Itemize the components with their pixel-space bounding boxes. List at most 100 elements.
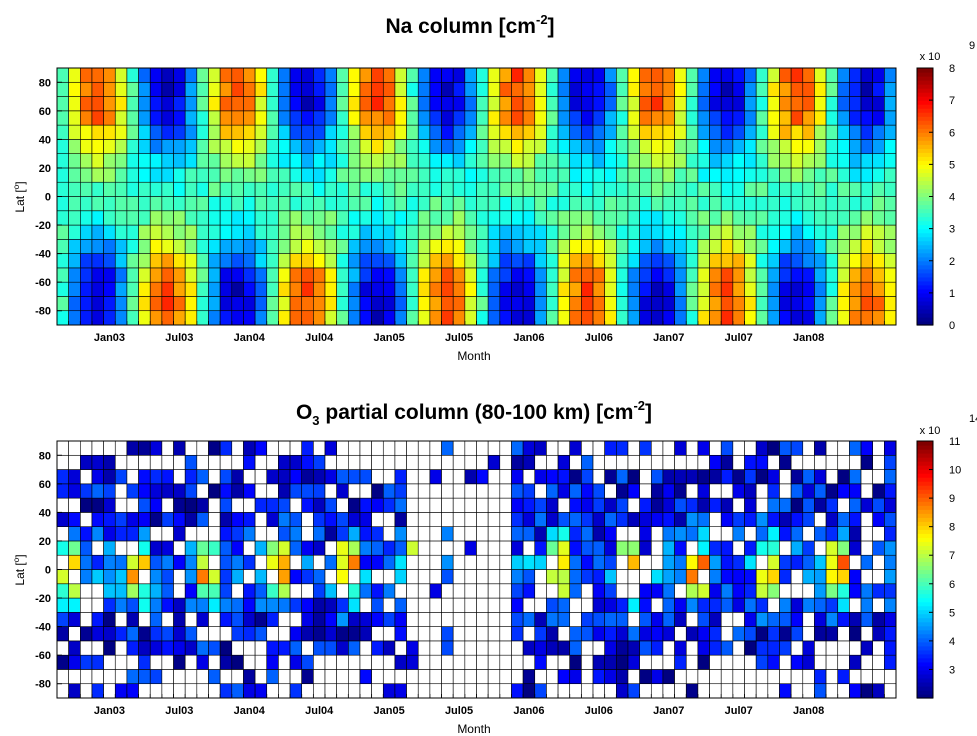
heatmap-cell (208, 224, 221, 240)
x-tick-label: Jan07 (653, 332, 684, 344)
colorbar-swatch (917, 629, 933, 635)
heatmap-cell (767, 139, 780, 154)
heatmap-cell (860, 483, 873, 499)
heatmap-cell (149, 454, 163, 470)
heatmap-cell (837, 554, 850, 570)
heatmap-cell (650, 253, 664, 269)
heatmap-cell (184, 540, 198, 556)
heatmap-cell (860, 281, 873, 297)
heatmap-cell (278, 67, 291, 83)
heatmap-cell (417, 654, 431, 670)
heatmap-cell (522, 253, 536, 269)
heatmap-cell (406, 281, 419, 297)
heatmap-cell (208, 267, 221, 283)
heatmap-cell (80, 612, 93, 627)
heatmap-cell (825, 554, 839, 570)
heatmap-cell (371, 669, 384, 685)
heatmap-cell (511, 612, 524, 627)
heatmap-cell (860, 153, 873, 169)
heatmap-cell (464, 124, 477, 140)
heatmap-cell (779, 483, 792, 499)
heatmap-cell (709, 569, 722, 585)
heatmap-cell (592, 654, 605, 670)
heatmap-cell (231, 669, 244, 685)
heatmap-cell (825, 81, 839, 97)
heatmap-cell (592, 640, 605, 656)
heatmap-cell (382, 310, 396, 326)
heatmap-cell (534, 110, 547, 126)
heatmap-cell (266, 669, 279, 685)
heatmap-cell (674, 469, 687, 485)
heatmap-cell (685, 512, 699, 527)
heatmap-cell (476, 281, 489, 297)
heatmap-cell (709, 540, 722, 556)
heatmap-cell (662, 612, 675, 627)
heatmap-cell (161, 612, 174, 627)
heatmap-cell (697, 526, 710, 542)
heatmap-cell (254, 512, 268, 527)
heatmap-cell (720, 81, 734, 97)
heatmap-cell (359, 196, 372, 212)
heatmap-cell (80, 67, 93, 83)
heatmap-cell (557, 669, 571, 685)
heatmap-cell (662, 454, 675, 470)
heatmap-cell (266, 296, 279, 312)
heatmap-cell (814, 640, 827, 656)
heatmap-cell (709, 267, 722, 283)
heatmap-cell (685, 469, 699, 485)
heatmap-cell (779, 640, 792, 656)
heatmap-cell (371, 469, 384, 485)
heatmap-cell (837, 310, 850, 326)
heatmap-cell (68, 440, 81, 456)
x-tick-label: Jan06 (513, 332, 544, 344)
colorbar-swatch (917, 204, 933, 210)
heatmap-cell (581, 67, 594, 83)
heatmap-cell (289, 210, 303, 226)
heatmap-cell (616, 526, 629, 542)
heatmap-cell (569, 526, 582, 542)
top-chart-title: Na column [cm-2] (385, 12, 554, 38)
heatmap-cell (662, 267, 675, 283)
heatmap-cell (196, 626, 209, 642)
heatmap-cell (266, 310, 279, 326)
heatmap-cell (860, 612, 873, 627)
heatmap-cell (149, 512, 163, 527)
heatmap-cell (382, 554, 396, 570)
heatmap-cell (56, 167, 69, 183)
colorbar-swatch (917, 461, 933, 466)
heatmap-cell (161, 124, 174, 140)
heatmap-cell (849, 224, 862, 240)
heatmap-cell (103, 512, 116, 527)
heatmap-cell (732, 81, 745, 97)
heatmap-cell (348, 124, 361, 140)
heatmap-cell (802, 181, 815, 197)
heatmap-cell (487, 512, 501, 527)
heatmap-cell (208, 67, 221, 83)
heatmap-cell (254, 281, 268, 297)
heatmap-cell (639, 181, 652, 197)
heatmap-cell (662, 583, 675, 599)
heatmap-cell (359, 683, 372, 699)
heatmap-cell (301, 210, 314, 226)
heatmap-cell (674, 440, 687, 456)
heatmap-cell (662, 124, 675, 140)
heatmap-cell (685, 669, 699, 685)
heatmap-cell (709, 96, 722, 112)
heatmap-cell (581, 239, 594, 254)
heatmap-cell (313, 224, 326, 240)
heatmap-cell (348, 167, 361, 183)
heatmap-cell (802, 296, 815, 312)
heatmap-cell (196, 597, 209, 613)
heatmap-cell (301, 512, 314, 527)
heatmap-cell (779, 654, 792, 670)
heatmap-cell (674, 296, 687, 312)
heatmap-cell (348, 597, 361, 613)
heatmap-cell (149, 683, 163, 699)
colorbar-swatch (917, 585, 933, 591)
heatmap-cell (68, 583, 81, 599)
heatmap-cell (779, 554, 792, 570)
heatmap-cell (720, 583, 734, 599)
heatmap-cell (779, 196, 792, 212)
heatmap-cell (219, 640, 233, 656)
heatmap-cell (208, 669, 221, 685)
